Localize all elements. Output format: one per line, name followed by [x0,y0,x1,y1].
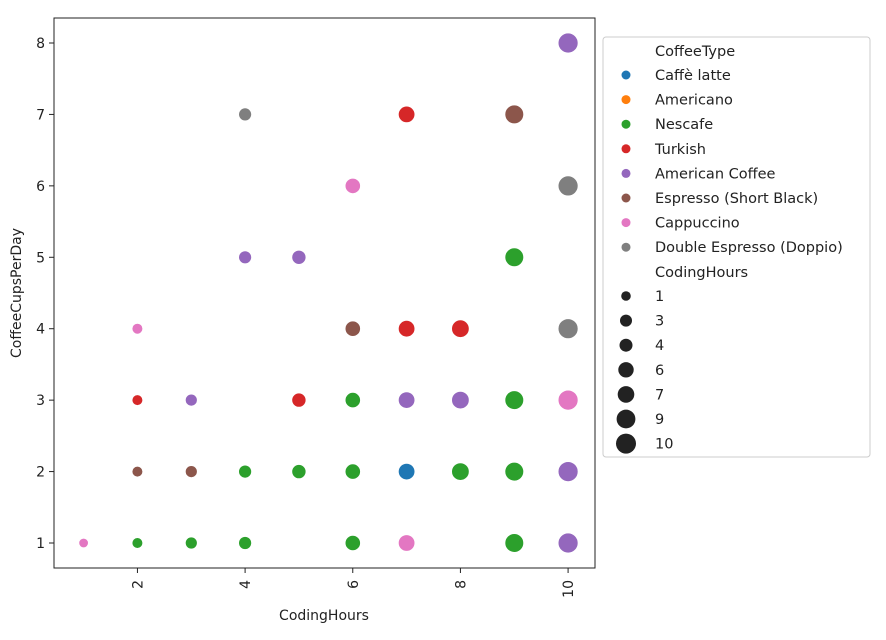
y-tick-label: 4 [36,322,45,338]
data-point-nescafe [344,534,361,552]
plot-area [53,17,596,569]
data-point-caff-latte [397,462,416,481]
legend-size-label: 10 [655,437,673,453]
data-point-american-coffee [291,249,307,265]
data-point-nescafe [504,390,525,410]
legend-label-american-coffee: American Coffee [655,166,776,182]
x-tick-label: 10 [561,580,577,598]
data-point-cappuccino [78,537,89,549]
y-axis-label: CoffeeCupsPerDay [9,228,25,358]
legend-label-nescafe: Nescafe [655,117,713,133]
data-point-nescafe [344,391,361,409]
legend-marker-caff-latte [621,70,631,80]
legend-size-label: 4 [655,338,664,354]
data-point-nescafe [504,461,525,482]
data-point-american-coffee [238,250,253,265]
legend-marker-espresso-short-black [621,193,631,203]
data-point-turkish [397,105,416,124]
data-point-nescafe [238,536,253,550]
data-point-double-espresso-doppio [557,175,579,197]
legend-size-marker [616,433,636,454]
data-point-american-coffee [557,461,579,483]
data-point-cappuccino [557,389,579,411]
data-point-espresso-short-black [131,465,144,478]
data-point-espresso-short-black [344,320,361,337]
legend-frame [602,36,871,458]
x-axis-label: CodingHours [279,608,369,624]
legend-label-espresso-short-black: Espresso (Short Black) [655,191,818,207]
legend-size-entries: 1 3 4 6 7 9 10 [616,289,673,454]
legend-size-title: CodingHours [655,265,748,281]
data-point-nescafe [504,533,525,553]
y-tick-label: 7 [36,107,45,123]
data-point-espresso-short-black [184,465,198,479]
legend-size-marker [619,338,633,352]
data-point-turkish [291,392,307,408]
data-point-cappuccino [397,534,416,552]
legend: CoffeeType Caffè latte Americano Nescafe Tu… [602,36,871,458]
legend-size-label: 6 [655,363,664,379]
x-tick-label: 8 [453,580,469,589]
x-tick-label: 4 [238,580,254,589]
y-tick-label: 6 [36,179,45,195]
y-tick-label: 3 [36,393,45,409]
data-point-double-espresso-doppio [557,318,579,340]
legend-size-marker [616,409,636,429]
data-point-nescafe [131,537,144,549]
data-point-turkish [397,320,416,338]
legend-marker-americano [621,95,631,105]
y-axis-ticks: 1 2 3 4 5 6 7 8 [36,36,54,552]
data-point-american-coffee [451,390,470,410]
legend-hue-entries: Caffè latte Americano Nescafe Turkish Americ… [621,68,843,256]
legend-hue-title: CoffeeType [655,44,735,60]
data-point-turkish [131,394,144,406]
legend-label-americano: Americano [655,93,733,109]
legend-label-double-espresso-doppio: Double Espresso (Doppio) [655,240,843,256]
legend-label-turkish: Turkish [654,142,706,158]
data-point-american-coffee [557,532,579,554]
legend-label-caff-latte: Caffè latte [655,68,731,84]
legend-label-cappuccino: Cappuccino [655,216,740,232]
legend-size-marker [617,386,635,403]
legend-marker-american-coffee [621,168,631,178]
data-point-cappuccino [344,177,361,194]
data-point-double-espresso-doppio [238,107,253,122]
legend-size-marker [620,314,632,327]
y-tick-label: 8 [36,36,45,52]
legend-marker-turkish [621,144,631,154]
data-point-american-coffee [397,391,416,409]
data-point-nescafe [291,464,307,480]
legend-size-label: 7 [655,387,664,403]
legend-size-marker [618,362,634,378]
data-point-nescafe [344,463,361,480]
x-axis-ticks: 2 4 6 8 10 [130,568,577,598]
data-point-turkish [451,319,470,338]
data-point-nescafe [451,462,470,481]
legend-size-label: 1 [655,289,664,305]
legend-marker-cappuccino [621,218,631,228]
data-point-nescafe [504,247,525,268]
y-tick-label: 2 [36,465,45,481]
data-point-nescafe [184,536,198,550]
legend-size-label: 3 [655,314,664,330]
data-point-american-coffee [557,32,579,54]
legend-size-marker [621,291,631,301]
data-point-espresso-short-black [504,104,525,125]
data-point-american-coffee [184,393,198,407]
legend-marker-double-espresso-doppio [621,242,631,252]
y-tick-label: 5 [36,250,45,266]
y-tick-label: 1 [36,536,45,552]
data-point-cappuccino [131,322,144,335]
x-tick-label: 2 [130,580,146,589]
data-point-nescafe [238,464,253,479]
x-tick-label: 6 [346,580,362,589]
data-points [78,32,579,554]
legend-marker-nescafe [621,119,631,129]
legend-size-label: 9 [655,412,664,428]
